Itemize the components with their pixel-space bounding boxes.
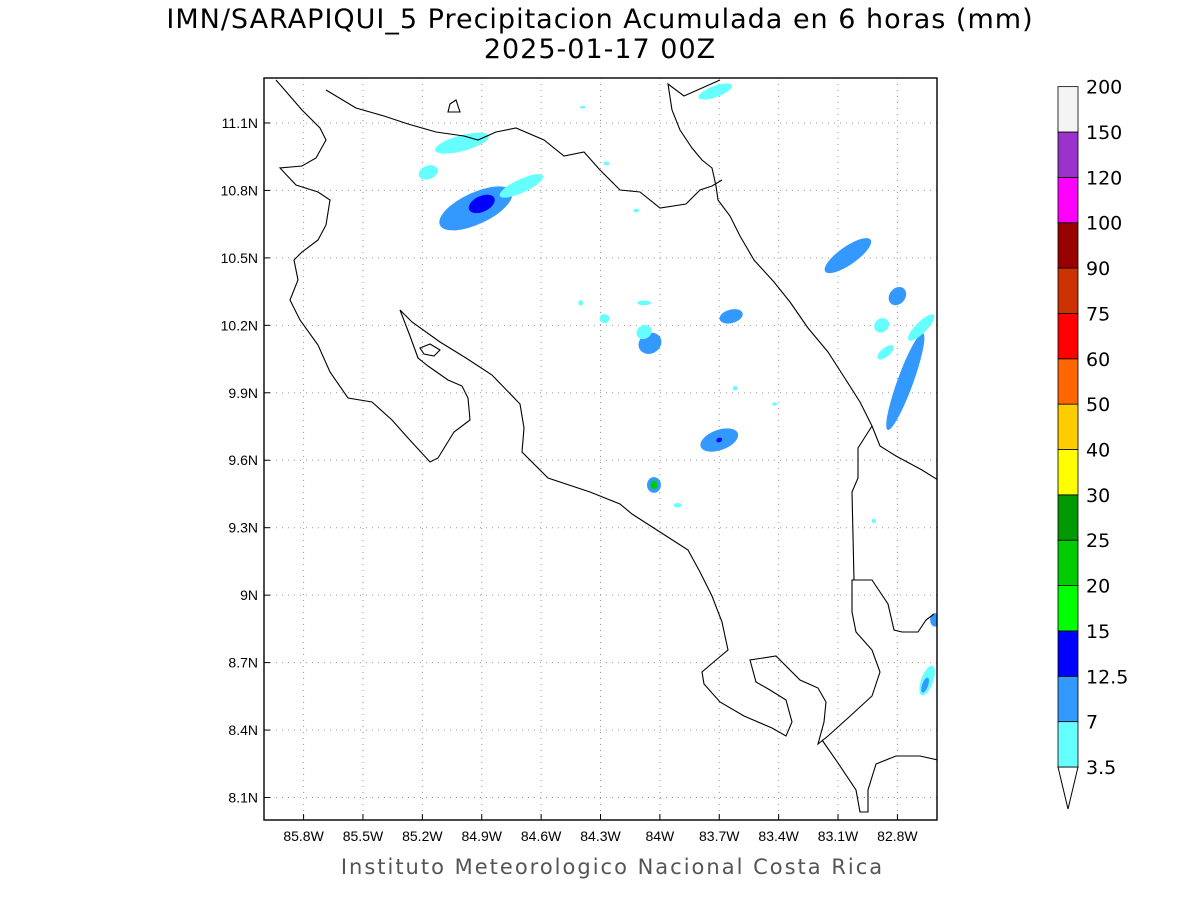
precip-cell: [871, 518, 876, 524]
lon-tick-label: 83.1W: [818, 828, 859, 844]
colorbar-label: 50: [1086, 394, 1110, 416]
precip-cell: [578, 300, 584, 306]
map-gridlines: [264, 78, 937, 820]
precip-cell: [499, 174, 544, 198]
colorbar-label: 30: [1086, 485, 1110, 507]
lon-tick-label: 83.7W: [699, 828, 740, 844]
lon-tick-label: 84W: [645, 828, 675, 844]
precip-cell: [921, 677, 930, 693]
precip-cell: [888, 286, 907, 306]
precip-cell: [603, 161, 610, 166]
colorbar-swatch: [1057, 721, 1079, 768]
lat-tick-label: 9.3N: [228, 520, 258, 536]
colorbar-swatch: [1057, 86, 1079, 133]
lon-tick-label: 84.3W: [580, 828, 621, 844]
pacific-south-coast: [821, 739, 937, 813]
precipitation-shading: [418, 83, 937, 696]
lat-tick-label: 8.7N: [228, 655, 258, 671]
precip-cell: [698, 83, 733, 100]
lat-tick-label: 9.9N: [228, 385, 258, 401]
latitude-axis: 11.1N 10.8N 10.5N 10.2N 9.9N 9.6N 9.3N 9N 8.7N 8.…: [221, 115, 270, 806]
colorbar-label: 3.5: [1086, 757, 1116, 779]
precip-cell: [732, 386, 738, 391]
lake-island: [447, 99, 461, 113]
colorbar-label: 200: [1086, 77, 1122, 99]
colorbar-swatch: [1057, 449, 1079, 496]
colorbar-label: 15: [1086, 621, 1110, 643]
precip-cell: [468, 194, 495, 214]
colorbar-swatch: [1057, 494, 1079, 541]
lat-tick-label: 9.6N: [228, 452, 258, 468]
colorbar-swatch: [1057, 358, 1079, 405]
lon-tick-label: 85.8W: [283, 828, 324, 844]
precip-cell: [636, 325, 652, 340]
precip-cell: [930, 613, 937, 627]
colorbar-label: 40: [1086, 440, 1110, 462]
colorbar-swatch: [1057, 585, 1079, 632]
precip-cell: [418, 165, 438, 180]
map-subtitle-date: 2025-01-17 00Z: [483, 34, 717, 65]
colorbar-label: 25: [1086, 530, 1110, 552]
nicaragua-border: [325, 89, 723, 209]
colorbar-swatch: [1057, 675, 1079, 723]
precip-cell: [633, 208, 640, 213]
precip-cell: [650, 480, 658, 490]
lon-tick-label: 82.8W: [877, 828, 918, 844]
colorbar-swatch: [1057, 267, 1079, 314]
map-title: IMN/SARAPIQUI_5 Precipitacion Acumulada …: [166, 4, 1034, 35]
precip-cell: [824, 238, 872, 274]
colorbar-label: 60: [1086, 349, 1110, 371]
colorbar-swatch: [1057, 131, 1079, 178]
coastline: [275, 79, 937, 813]
precip-cell: [886, 333, 925, 430]
lon-tick-label: 84.9W: [462, 828, 503, 844]
colorbar-label: 150: [1086, 122, 1122, 144]
precip-cell: [716, 437, 723, 443]
lon-tick-label: 84.6W: [521, 828, 562, 844]
lat-tick-label: 10.2N: [221, 317, 258, 333]
precip-cell: [579, 105, 586, 109]
colorbar-label: 120: [1086, 167, 1122, 189]
precip-cell: [599, 314, 610, 324]
precip-cell: [435, 132, 489, 154]
precip-cell: [877, 345, 894, 360]
institution-credit: Instituto Meteorologico Nacional Costa R…: [340, 855, 885, 879]
lat-tick-label: 8.1N: [228, 790, 258, 806]
colorbar-swatch: [1057, 539, 1079, 586]
colorbar-label: 90: [1086, 258, 1110, 280]
lon-tick-label: 83.4W: [758, 828, 799, 844]
panama-border: [851, 425, 873, 581]
colorbar-swatch: [1057, 176, 1079, 224]
precip-cell: [719, 309, 743, 324]
colorbar-label: 7: [1086, 712, 1098, 734]
nicaragua-lake-coast: [275, 79, 935, 746]
colorbar-swatch: [1057, 403, 1079, 450]
lon-tick-label: 85.2W: [402, 828, 443, 844]
colorbar-label: 100: [1086, 213, 1122, 235]
precip-cell: [907, 314, 935, 341]
lat-tick-label: 10.5N: [221, 250, 258, 266]
lat-tick-label: 8.4N: [228, 722, 258, 738]
lon-tick-label: 85.5W: [343, 828, 384, 844]
colorbar-swatch: [1057, 630, 1079, 677]
colorbar-label: 20: [1086, 576, 1110, 598]
colorbar-swatch: [1057, 313, 1079, 360]
lat-tick-label: 10.8N: [221, 182, 258, 198]
precip-cell: [874, 318, 890, 333]
caribbean-coast: [667, 79, 937, 481]
colorbar-label: 75: [1086, 303, 1110, 325]
precip-cell: [637, 300, 651, 306]
precip-cell: [673, 502, 682, 508]
lat-tick-label: 9N: [240, 587, 258, 603]
lat-tick-label: 11.1N: [222, 115, 258, 131]
nicoya-island: [419, 343, 441, 357]
precip-cell: [772, 402, 778, 406]
precipitation-colorbar: 3.5 7 12.5 15 20 25 30 40 50 60 75 90 100 120 150 200: [1057, 77, 1128, 810]
colorbar-min-arrow: [1057, 766, 1079, 810]
colorbar-swatch: [1057, 222, 1079, 269]
colorbar-label: 12.5: [1086, 666, 1128, 688]
longitude-axis: 85.8W 85.5W 85.2W 84.9W 84.6W 84.3W 84W 83.7W 83…: [283, 814, 918, 844]
